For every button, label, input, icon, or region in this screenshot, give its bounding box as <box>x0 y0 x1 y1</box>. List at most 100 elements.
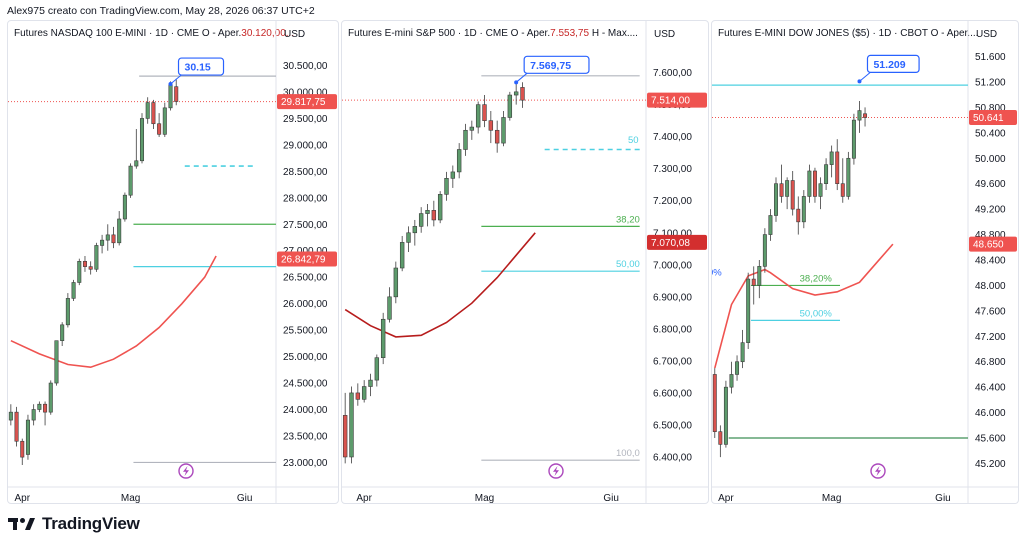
level-label: 0% <box>712 268 722 279</box>
candle-body <box>43 403 48 413</box>
candle <box>456 143 462 179</box>
candle <box>128 163 133 198</box>
candle-body <box>469 126 475 131</box>
y-tick-label: 49.200 <box>975 205 1006 216</box>
candle-body <box>718 431 723 445</box>
y-tick-label: 30.000,00 <box>283 87 328 98</box>
chart-panel-sp500[interactable]: Futures E-mini S&P 500 · 1D · CME O - Ap… <box>341 20 709 504</box>
candle <box>374 354 380 387</box>
candle-body <box>82 261 87 267</box>
candle-body <box>431 210 437 221</box>
candle-body <box>151 102 156 125</box>
candle <box>482 95 487 128</box>
tradingview-logo-icon <box>8 518 35 530</box>
y-tick-label: 46.000 <box>975 408 1006 419</box>
candle-body <box>157 123 162 135</box>
ma-price-badge-text: 26.842,79 <box>281 255 326 266</box>
y-tick-label: 50.800 <box>975 103 1006 114</box>
chart-panel-nasdaq[interactable]: Futures NASDAQ 100 E-MINI · 1D · CME O -… <box>7 20 339 504</box>
candle-body <box>94 245 99 270</box>
candle <box>94 242 99 272</box>
candle-body <box>801 196 806 223</box>
y-tick-label: 51.200 <box>975 77 1006 88</box>
candle-body <box>168 83 173 109</box>
callout-label: 7.569,75 <box>530 60 571 72</box>
candle-body <box>37 403 42 410</box>
candle-body <box>475 104 481 128</box>
candle-body <box>349 392 354 458</box>
callout-pointer <box>515 71 529 83</box>
y-tick-label: 25.000,00 <box>283 352 328 363</box>
y-tick-label: 48.800 <box>975 230 1006 241</box>
candle <box>857 101 862 133</box>
candle <box>77 258 82 286</box>
candle <box>14 406 19 447</box>
candle-body <box>54 340 59 384</box>
candle-body <box>829 151 834 165</box>
candle-body <box>796 208 801 223</box>
candle-body <box>768 215 773 235</box>
candle-body <box>840 183 845 197</box>
candle-body <box>790 180 795 210</box>
candle <box>368 373 373 397</box>
candle-body <box>31 409 36 421</box>
candle-body <box>368 379 373 387</box>
candle-body <box>134 160 139 167</box>
candle-body <box>117 218 122 244</box>
chart-title-dow: Futures E-MINI DOW JONES ($5) · 1D · CBO… <box>718 28 979 39</box>
candle <box>774 177 778 222</box>
candle-body <box>14 411 19 442</box>
candle <box>145 97 150 124</box>
callout-box <box>866 54 920 73</box>
x-tick-label: Giu <box>237 493 253 503</box>
candle-body <box>387 296 392 320</box>
candle-body <box>100 239 105 246</box>
y-tick-label: 7.600,00 <box>653 68 692 79</box>
candle-body <box>520 87 525 101</box>
chart-svg: USD7.600,007.500,007.400,007.300,007.200… <box>342 21 708 503</box>
chart-panel-dow[interactable]: Futures E-MINI DOW JONES ($5) · 1D · CBO… <box>711 20 1019 504</box>
candle-body <box>380 318 386 358</box>
candle <box>450 165 456 188</box>
candle-body <box>863 113 868 118</box>
x-tick-label: Apr <box>14 493 30 503</box>
y-tick-label: 30.500,00 <box>283 61 328 72</box>
currency-label: USD <box>284 29 305 40</box>
lightning-glyph <box>875 466 881 476</box>
candle-body <box>494 129 500 144</box>
level-label: 50,00 <box>616 259 640 270</box>
candle-body <box>729 374 734 388</box>
x-tick-label: Giu <box>603 493 619 503</box>
level-label: 50 <box>628 135 639 146</box>
candle-body <box>174 86 179 102</box>
candle <box>425 203 430 227</box>
candle <box>162 102 167 137</box>
candle <box>122 192 127 222</box>
candle-body <box>812 170 817 197</box>
y-tick-label: 7.200,00 <box>653 196 692 207</box>
x-tick-label: Giu <box>935 493 951 503</box>
y-tick-label: 24.500,00 <box>283 379 328 390</box>
y-tick-label: 50.000 <box>975 154 1006 165</box>
last-price-badge <box>969 110 1017 126</box>
candle <box>60 322 65 346</box>
y-tick-label: 7.400,00 <box>653 132 692 143</box>
candle <box>65 293 70 328</box>
candle <box>513 82 519 105</box>
candle-body <box>71 282 76 299</box>
candle <box>735 355 740 381</box>
candle <box>105 224 110 251</box>
candle <box>824 158 829 191</box>
candle <box>494 120 500 153</box>
candle-body <box>60 324 65 342</box>
candle-body <box>779 183 784 197</box>
candle-body <box>162 107 167 135</box>
candle <box>37 401 42 413</box>
candle <box>355 383 361 406</box>
candle <box>20 438 25 466</box>
candle <box>851 113 856 165</box>
candle-body <box>425 210 430 214</box>
candle <box>82 256 87 272</box>
candle <box>342 392 348 464</box>
candle <box>740 329 745 369</box>
